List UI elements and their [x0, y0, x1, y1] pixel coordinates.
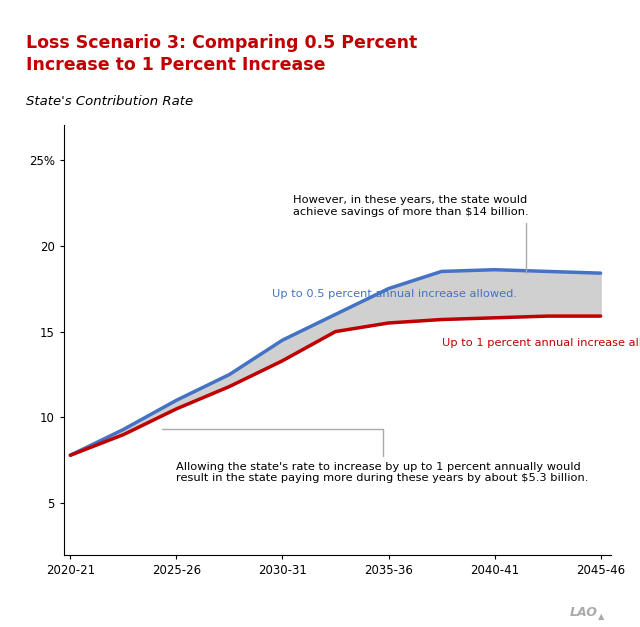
- Text: Allowing the state's rate to increase by up to 1 percent annually would
result i: Allowing the state's rate to increase by…: [162, 429, 589, 483]
- Text: State's Contribution Rate: State's Contribution Rate: [26, 95, 193, 108]
- Text: Loss Scenario 3: Comparing 0.5 Percent
Increase to 1 Percent Increase: Loss Scenario 3: Comparing 0.5 Percent I…: [26, 34, 417, 74]
- Text: LAO: LAO: [570, 606, 598, 619]
- Text: Up to 0.5 percent annual increase allowed.: Up to 0.5 percent annual increase allowe…: [272, 289, 517, 298]
- Text: Up to 1 percent annual increase allowed.: Up to 1 percent annual increase allowed.: [442, 338, 640, 348]
- Text: ▲: ▲: [598, 612, 605, 621]
- Text: However, in these years, the state would
achieve savings of more than $14 billio: However, in these years, the state would…: [293, 196, 529, 273]
- Text: Figure 10: Figure 10: [13, 9, 79, 22]
